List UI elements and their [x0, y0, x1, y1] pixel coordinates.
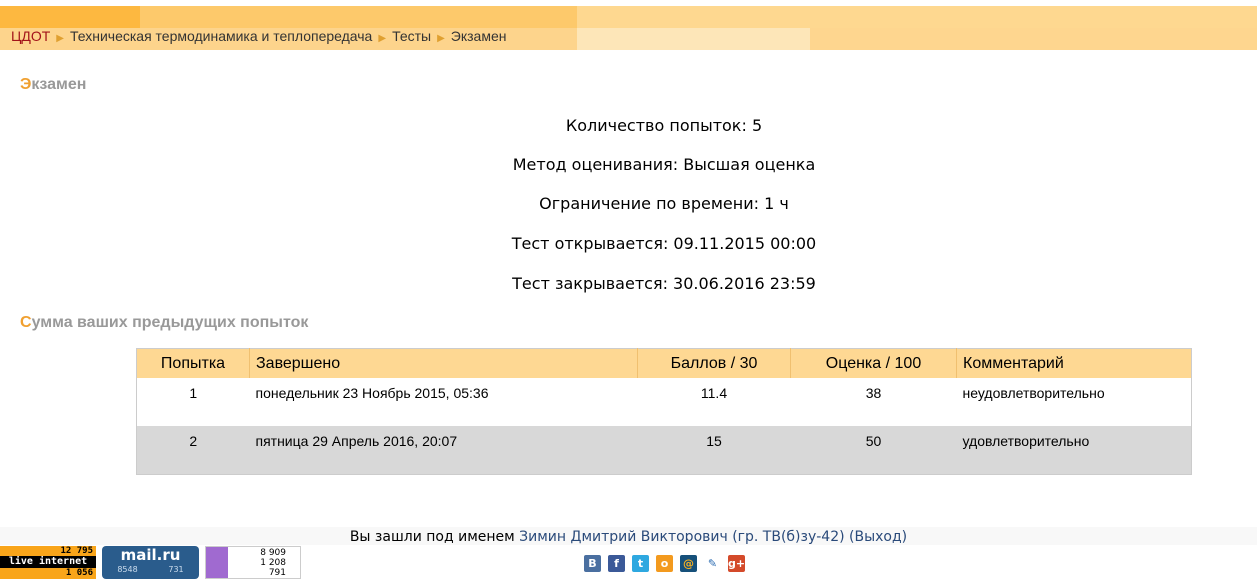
time-limit: Ограничение по времени: 1 ч: [539, 194, 789, 213]
liveinternet-counter[interactable]: 12 795 live internet 1 056: [0, 546, 96, 579]
mailru-counter[interactable]: mail.ru 8548 731: [102, 546, 199, 579]
grading-method: Метод оценивания: Высшая оценка: [512, 155, 816, 174]
cell-completed: пятница 29 Апрель 2016, 20:07: [249, 426, 638, 475]
cell-score: 11.4: [700, 385, 728, 401]
breadcrumb-tests[interactable]: Тесты: [392, 28, 432, 44]
header-band: [0, 6, 1257, 50]
breadcrumb: ЦДОТ ▶ Техническая термодинамика и теплопе…: [11, 27, 507, 48]
attempts-count: Количество попыток: 5: [565, 116, 763, 135]
vk-icon[interactable]: В: [584, 555, 601, 572]
yandex-metrika-counter[interactable]: 8 909 1 208 791: [205, 546, 301, 579]
livejournal-icon[interactable]: ✎: [704, 555, 721, 572]
breadcrumb-separator-icon: ▶: [56, 33, 64, 44]
cell-attempt: 2: [136, 426, 250, 475]
googleplus-icon[interactable]: g+: [728, 555, 746, 572]
facebook-icon[interactable]: f: [608, 555, 625, 572]
breadcrumb-separator-icon: ▶: [378, 33, 387, 44]
login-text: Вы зашли под именем: [349, 529, 515, 545]
cell-completed: понедельник 23 Ноябрь 2015, 05:36: [255, 385, 489, 401]
attempts-table: Попытка Завершено Баллов / 30 Оценка / 1…: [136, 348, 1192, 475]
logout-link[interactable]: (Выход): [849, 529, 908, 545]
col-comment: Комментарий: [956, 348, 1192, 378]
cell-comment: неудовлетворительно: [962, 385, 1105, 401]
cell-comment: удовлетворительно: [956, 426, 1192, 475]
cell-grade: 38: [865, 385, 882, 401]
login-info: Вы зашли под именем Зимин Дмитрий Виктор…: [0, 527, 1257, 545]
social-share: В f t o @ ✎ g+: [584, 555, 745, 572]
col-completed: Завершено: [249, 348, 638, 378]
cell-score: 15: [637, 426, 791, 475]
cell-attempt: 1: [189, 385, 198, 401]
close-date: Тест закрывается: 30.06.2016 23:59: [512, 274, 816, 293]
col-score: Баллов / 30: [637, 348, 791, 378]
odnoklassniki-icon[interactable]: o: [656, 555, 673, 572]
cell-grade: 50: [790, 426, 957, 475]
mailru-icon[interactable]: @: [680, 555, 697, 572]
breadcrumb-course[interactable]: Техническая термодинамика и теплопередач…: [69, 28, 373, 44]
page-title: Экзамен: [20, 76, 87, 93]
breadcrumb-current: Экзамен: [450, 28, 507, 44]
metrika-icon: [206, 547, 228, 578]
col-attempt: Попытка: [136, 348, 250, 378]
table-row: 1 понедельник 23 Ноябрь 2015, 05:36 11.4…: [137, 378, 1192, 426]
open-date: Тест открывается: 09.11.2015 00:00: [511, 234, 817, 253]
breadcrumb-home[interactable]: ЦДОТ: [11, 28, 51, 44]
twitter-icon[interactable]: t: [632, 555, 649, 572]
col-grade: Оценка / 100: [790, 348, 957, 378]
table-row: 2 пятница 29 Апрель 2016, 20:07 15 50 уд…: [136, 426, 1192, 475]
summary-title: Сумма ваших предыдущих попыток: [20, 314, 309, 331]
user-profile-link[interactable]: Зимин Дмитрий Викторович (гр. ТВ(б)зу-42…: [519, 529, 845, 545]
table-header: Попытка Завершено Баллов / 30 Оценка / 1…: [136, 348, 1192, 378]
breadcrumb-separator-icon: ▶: [437, 33, 445, 44]
